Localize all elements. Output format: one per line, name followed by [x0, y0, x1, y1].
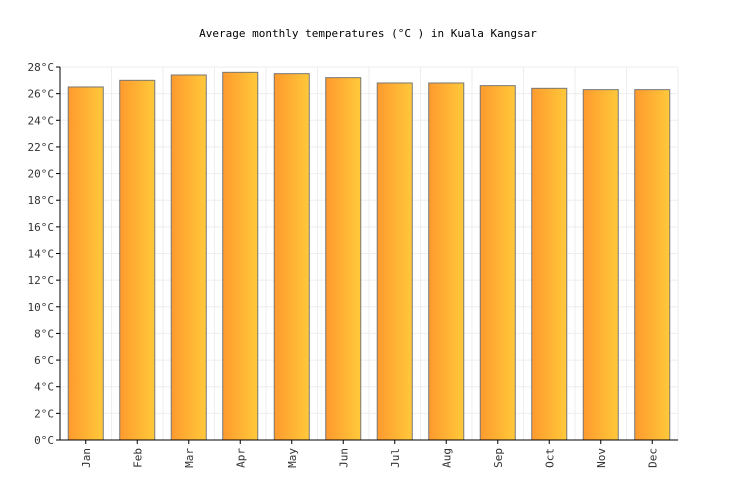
y-tick-label: 10°C: [28, 301, 55, 314]
x-tick-label: Jun: [337, 448, 350, 468]
bar-nov: [582, 89, 619, 441]
x-tick-label: Nov: [595, 448, 608, 468]
chart-title: Average monthly temperatures (°C ) in Ku…: [199, 27, 537, 40]
bar-aug: [428, 82, 465, 441]
bar-may: [273, 73, 310, 441]
bar-jun: [325, 77, 362, 441]
x-tick-label: Aug: [440, 448, 453, 468]
bar-sep: [479, 85, 516, 441]
y-tick-label: 12°C: [28, 274, 55, 287]
bars: [67, 71, 671, 441]
y-tick-label: 18°C: [28, 194, 55, 207]
y-axis-ticks: 0°C 2°C 4°C 6°C 8°C 10°C 12°C 14°C 16°C 18°C 20°C 2…: [28, 61, 60, 447]
x-tick-label: Feb: [131, 448, 144, 468]
bar-oct: [531, 87, 568, 441]
y-tick-label: 2°C: [34, 407, 54, 420]
grid: [60, 66, 679, 441]
x-axis-ticks: Jan Feb Mar Apr May Jun Jul Aug Sep Oct Nov Dec: [80, 440, 659, 468]
x-tick-label: Apr: [234, 448, 247, 468]
x-tick-label: Dec: [646, 448, 659, 468]
y-tick-label: 4°C: [34, 381, 54, 394]
x-tick-label: Sep: [492, 448, 505, 468]
x-tick-label: Jul: [389, 448, 402, 468]
y-tick-label: 22°C: [28, 141, 55, 154]
y-tick-label: 24°C: [28, 114, 55, 127]
x-tick-label: May: [286, 448, 299, 468]
y-tick-label: 6°C: [34, 354, 54, 367]
y-tick-label: 28°C: [28, 61, 55, 74]
bar-feb: [119, 79, 156, 441]
bar-apr: [222, 71, 259, 441]
y-tick-label: 26°C: [28, 88, 55, 101]
x-tick-label: Jan: [80, 448, 93, 468]
y-tick-label: 14°C: [28, 248, 55, 261]
bar-jan: [67, 86, 104, 441]
bar-dec: [634, 89, 671, 441]
x-tick-label: Oct: [543, 448, 556, 468]
y-tick-label: 20°C: [28, 168, 55, 181]
bar-mar: [170, 74, 207, 441]
bar-jul: [376, 82, 413, 441]
x-tick-label: Mar: [183, 448, 196, 468]
y-tick-label: 0°C: [34, 434, 54, 447]
y-tick-label: 8°C: [34, 327, 54, 340]
y-tick-label: 16°C: [28, 221, 55, 234]
